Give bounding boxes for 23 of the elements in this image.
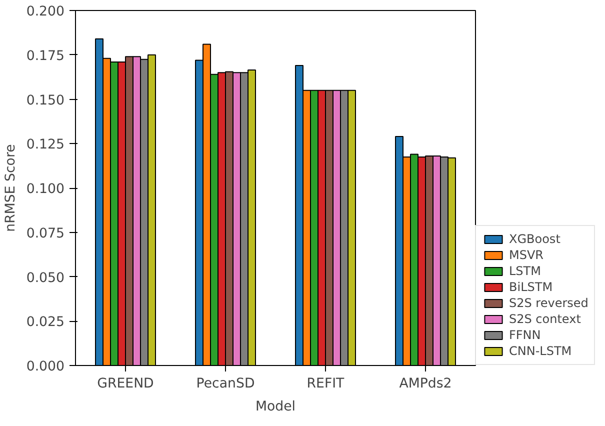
y-axis-title: nRMSE Score bbox=[3, 144, 18, 232]
y-tick-label: 0.100 bbox=[26, 182, 64, 197]
y-tick-label: 0.075 bbox=[26, 226, 64, 242]
x-axis-title: Model bbox=[255, 400, 296, 414]
y-tick-label: 0.175 bbox=[26, 48, 64, 64]
y-tick-label: 0.200 bbox=[26, 4, 64, 20]
x-tick-label: GREEND bbox=[97, 376, 154, 392]
legend-label: MSVR bbox=[509, 248, 544, 262]
legend-label: BiLSTM bbox=[509, 280, 553, 294]
x-tick-label: PecanSD bbox=[196, 376, 255, 392]
legend-label: FFNN bbox=[509, 328, 541, 342]
legend-label: S2S reversed bbox=[509, 296, 588, 310]
y-tick-label: 0.125 bbox=[26, 138, 64, 153]
y-tick-label: 0.050 bbox=[26, 270, 64, 286]
x-tick-label: AMPds2 bbox=[399, 376, 452, 392]
y-tick-label: 0.150 bbox=[26, 93, 64, 108]
y-tick-label: 0.025 bbox=[26, 315, 64, 330]
y-tick-label: 0.000 bbox=[26, 360, 64, 374]
legend-label: LSTM bbox=[509, 264, 541, 278]
legend-label: XGBoost bbox=[509, 232, 560, 246]
x-tick-label: REFIT bbox=[306, 376, 346, 392]
legend-label: CNN-LSTM bbox=[509, 344, 572, 358]
legend-label: S2S context bbox=[509, 312, 581, 326]
